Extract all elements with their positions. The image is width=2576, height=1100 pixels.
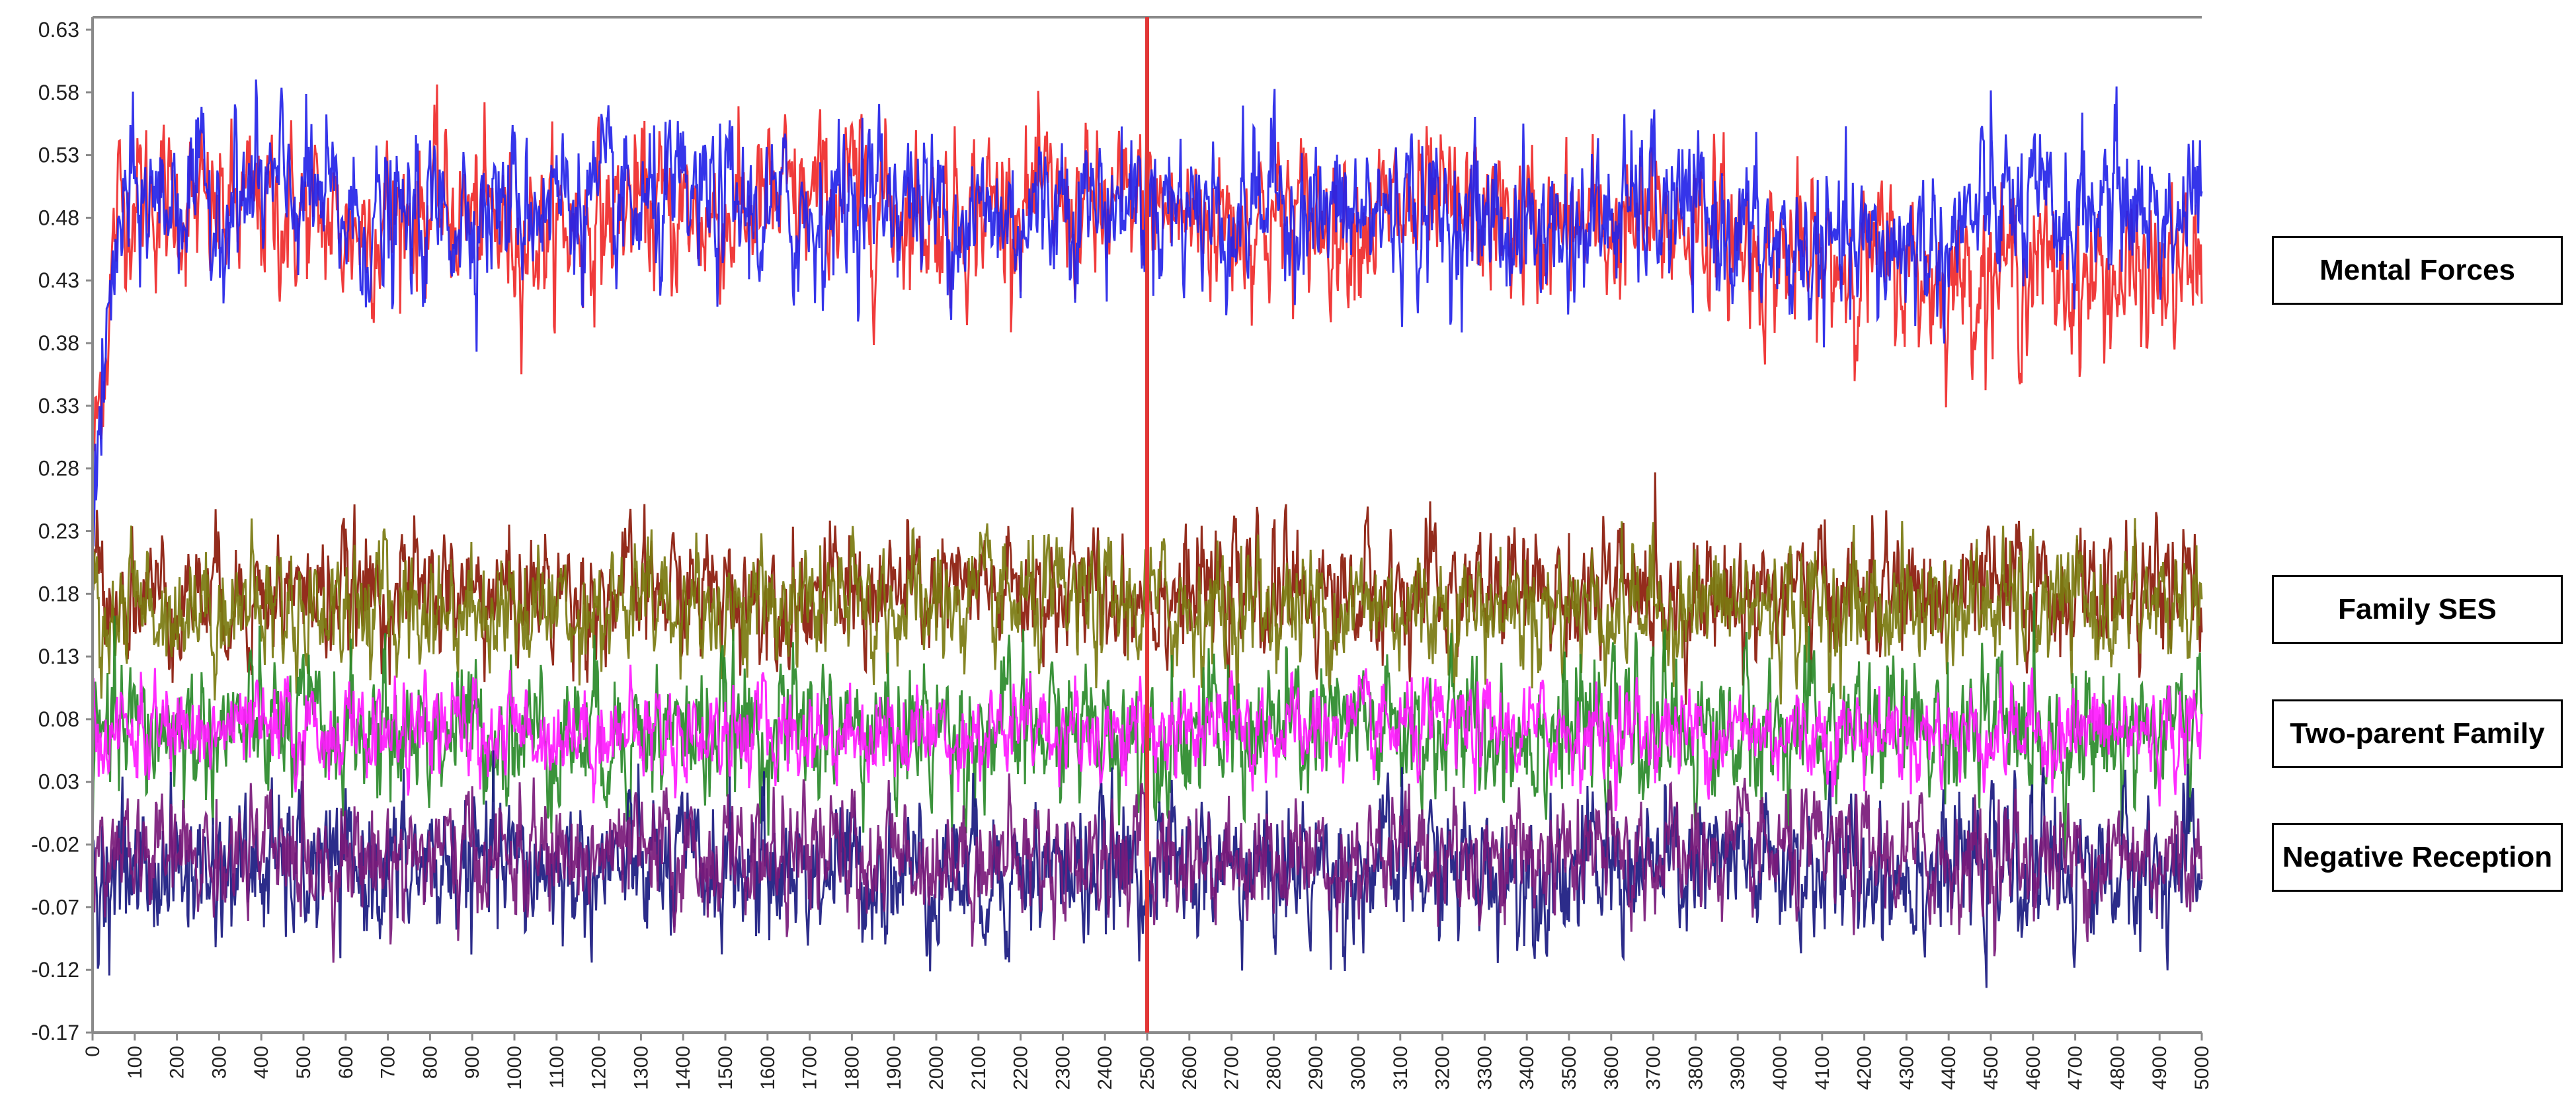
x-tick-label: 1300 xyxy=(630,1046,652,1090)
legend-family-ses: Family SES xyxy=(2272,575,2563,644)
x-tick-label: 3800 xyxy=(1685,1046,1707,1090)
y-tick-label: 0.18 xyxy=(38,582,79,606)
x-tick-label: 100 xyxy=(124,1046,146,1079)
x-tick-label: 1600 xyxy=(757,1046,779,1090)
x-tick-label: 2200 xyxy=(1010,1046,1032,1090)
x-tick-label: 400 xyxy=(251,1046,272,1079)
x-tick-label: 4500 xyxy=(1980,1046,2002,1090)
legend-mental-forces: Mental Forces xyxy=(2272,236,2563,305)
x-tick-label: 3400 xyxy=(1516,1046,1538,1090)
y-tick-label: 0.33 xyxy=(38,394,79,418)
y-tick-label: 0.43 xyxy=(38,268,79,292)
y-tick-label: 0.28 xyxy=(38,457,79,481)
x-tick-label: 4200 xyxy=(1854,1046,1876,1090)
x-tick-label: 4900 xyxy=(2149,1046,2171,1090)
x-tick-label: 2300 xyxy=(1052,1046,1074,1090)
x-tick-label: 600 xyxy=(335,1046,357,1079)
y-tick-label: -0.17 xyxy=(31,1021,79,1044)
x-tick-label: 3600 xyxy=(1601,1046,1623,1090)
x-tick-label: 3100 xyxy=(1390,1046,1412,1090)
y-tick-label: 0.53 xyxy=(38,143,79,167)
x-tick-label: 2700 xyxy=(1221,1046,1243,1090)
legend-two-parent-family: Two-parent Family xyxy=(2272,699,2563,768)
legend-negative-reception: Negative Reception xyxy=(2272,823,2563,892)
y-tick-label: 0.48 xyxy=(38,206,79,229)
y-tick-label: -0.02 xyxy=(31,833,79,857)
x-tick-label: 0 xyxy=(82,1046,104,1057)
x-tick-label: 4600 xyxy=(2023,1046,2044,1090)
x-tick-label: 2600 xyxy=(1179,1046,1201,1090)
x-tick-label: 2400 xyxy=(1094,1046,1116,1090)
x-tick-label: 4400 xyxy=(1938,1046,1960,1090)
x-tick-label: 2000 xyxy=(926,1046,947,1090)
x-tick-label: 800 xyxy=(419,1046,441,1079)
y-tick-label: 0.13 xyxy=(38,645,79,668)
x-tick-label: 3000 xyxy=(1348,1046,1369,1090)
y-tick-label: 0.58 xyxy=(38,81,79,104)
x-tick-label: 2100 xyxy=(968,1046,990,1090)
y-tick-label: 0.23 xyxy=(38,519,79,543)
x-tick-label: 1200 xyxy=(588,1046,610,1090)
x-tick-label: 500 xyxy=(293,1046,315,1079)
x-tick-label: 3900 xyxy=(1727,1046,1749,1090)
x-tick-label: 1900 xyxy=(883,1046,905,1090)
x-tick-label: 2800 xyxy=(1263,1046,1285,1090)
x-tick-label: 1700 xyxy=(799,1046,821,1090)
x-tick-label: 200 xyxy=(167,1046,188,1079)
x-tick-label: 700 xyxy=(378,1046,399,1079)
x-tick-label: 1100 xyxy=(546,1046,568,1089)
x-tick-label: 3700 xyxy=(1643,1046,1665,1090)
x-tick-label: 300 xyxy=(208,1046,230,1079)
y-tick-label: -0.12 xyxy=(31,958,79,982)
x-tick-label: 1800 xyxy=(841,1046,863,1090)
x-tick-label: 1400 xyxy=(672,1046,694,1090)
x-tick-label: 1000 xyxy=(504,1046,526,1090)
x-tick-label: 3300 xyxy=(1474,1046,1496,1090)
y-tick-label: 0.63 xyxy=(38,18,79,42)
y-tick-label: 0.08 xyxy=(38,707,79,731)
x-tick-label: 5000 xyxy=(2191,1046,2213,1090)
x-tick-label: 4800 xyxy=(2107,1046,2128,1090)
x-tick-label: 2900 xyxy=(1305,1046,1327,1090)
y-tick-label: -0.07 xyxy=(31,895,79,919)
x-tick-label: 4300 xyxy=(1896,1046,1917,1090)
x-tick-label: 4000 xyxy=(1769,1046,1791,1090)
y-tick-label: 0.03 xyxy=(38,770,79,794)
y-tick-label: 0.38 xyxy=(38,331,79,355)
x-tick-label: 900 xyxy=(462,1046,483,1079)
x-tick-label: 4700 xyxy=(2065,1046,2087,1090)
x-tick-label: 1500 xyxy=(715,1046,737,1090)
x-tick-label: 3200 xyxy=(1432,1046,1454,1090)
x-tick-label: 2500 xyxy=(1137,1046,1158,1090)
x-tick-label: 4100 xyxy=(1812,1046,1833,1090)
x-tick-label: 3500 xyxy=(1558,1046,1580,1090)
